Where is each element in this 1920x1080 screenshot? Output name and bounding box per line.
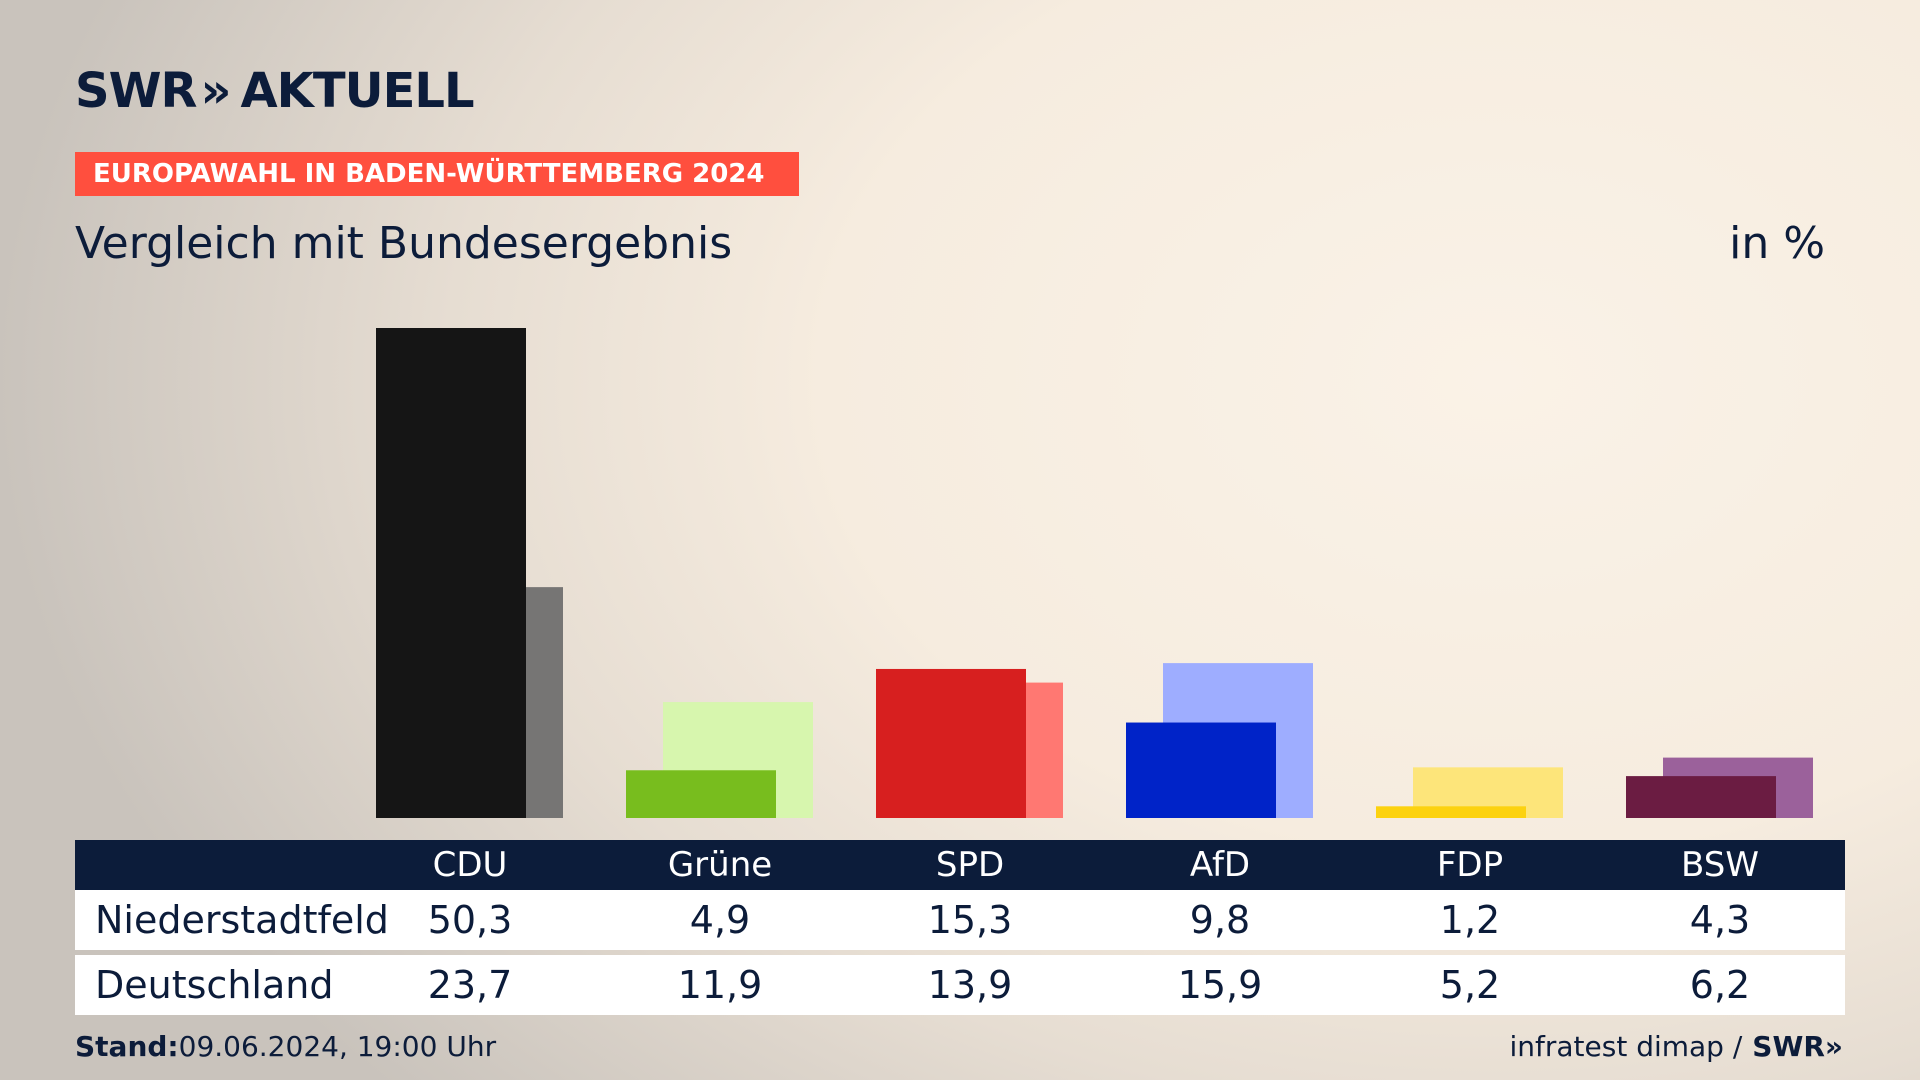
source-text: infratest dimap / <box>1509 1030 1743 1063</box>
unit-label: in % <box>1729 218 1825 269</box>
logo-word: AKTUELL <box>240 63 475 119</box>
value-deutschland-spd: 13,9 <box>927 963 1013 1007</box>
stand-label: Stand: <box>75 1030 179 1063</box>
bar-niederstadtfeld-afd <box>1126 722 1276 818</box>
bar-niederstadtfeld-spd <box>876 668 1026 818</box>
column-header-gr-ne: Grüne <box>667 845 773 885</box>
value-niederstadtfeld-gr-ne: 4,9 <box>689 898 751 942</box>
row-label-niederstadtfeld: Niederstadtfeld <box>95 898 389 942</box>
swr-footer-logo: SWR» <box>1752 1030 1843 1063</box>
logo-chevron-icon: » <box>200 63 231 119</box>
source-credit: infratest dimap / SWR» <box>1509 1030 1843 1063</box>
column-header-afd: AfD <box>1189 845 1251 885</box>
bar-chart <box>376 328 1813 818</box>
column-header-cdu: CDU <box>432 845 508 885</box>
swr-aktuell-logo: SWR » AKTUELL <box>75 63 475 119</box>
value-deutschland-cdu: 23,7 <box>427 963 513 1007</box>
value-niederstadtfeld-spd: 15,3 <box>927 898 1013 942</box>
table-row-deutschland: Deutschland 23,7 11,9 13,9 15,9 5,2 6,2 <box>75 955 1845 1015</box>
column-header-bsw: BSW <box>1681 845 1759 885</box>
table-row-niederstadtfeld: Niederstadtfeld 50,3 4,9 15,3 9,8 1,2 4,3 <box>75 890 1845 950</box>
results-table: CDU Grüne SPD AfD FDP BSW Niederstadtfeld 50,… <box>75 840 1845 1015</box>
bar-niederstadtfeld-gr-ne <box>626 770 776 818</box>
value-niederstadtfeld-cdu: 50,3 <box>427 898 513 942</box>
value-deutschland-fdp: 5,2 <box>1439 963 1501 1007</box>
value-niederstadtfeld-fdp: 1,2 <box>1439 898 1501 942</box>
value-niederstadtfeld-bsw: 4,3 <box>1689 898 1751 942</box>
column-header-fdp: FDP <box>1436 845 1504 885</box>
row-label-deutschland: Deutschland <box>95 963 334 1007</box>
bar-niederstadtfeld-fdp <box>1376 806 1526 818</box>
bar-niederstadtfeld-cdu <box>376 328 526 818</box>
value-deutschland-gr-ne: 11,9 <box>677 963 763 1007</box>
bar-niederstadtfeld-bsw <box>1626 776 1776 818</box>
timestamp: Stand:09.06.2024, 19:00 Uhr <box>75 1030 496 1063</box>
value-niederstadtfeld-afd: 9,8 <box>1189 898 1251 942</box>
logo-brand: SWR <box>75 63 197 119</box>
chart-subtitle: Vergleich mit Bundesergebnis <box>75 218 733 269</box>
column-header-spd: SPD <box>935 845 1005 885</box>
stand-value: 09.06.2024, 19:00 Uhr <box>178 1030 497 1063</box>
value-deutschland-afd: 15,9 <box>1177 963 1263 1007</box>
value-deutschland-bsw: 6,2 <box>1689 963 1751 1007</box>
table-header-row: CDU Grüne SPD AfD FDP BSW <box>75 840 1845 890</box>
election-banner: EUROPAWAHL IN BADEN-WÜRTTEMBERG 2024 <box>75 152 799 196</box>
